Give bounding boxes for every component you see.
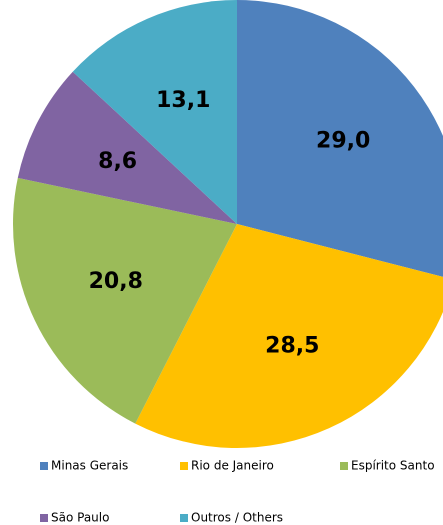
value-label: 28,5 — [265, 333, 319, 358]
value-label: 29,0 — [316, 129, 370, 154]
pie-slice — [237, 0, 443, 277]
value-label: 8,6 — [98, 149, 137, 174]
pie-slice — [17, 71, 237, 224]
legend-swatch — [180, 514, 188, 522]
legend-label: São Paulo — [51, 511, 109, 525]
legend-swatch — [40, 462, 48, 470]
value-label: 13,1 — [156, 88, 210, 113]
pie-slice — [135, 224, 443, 448]
legend-label: Outros / Others — [191, 511, 283, 525]
legend-swatch — [40, 514, 48, 522]
pie-slice — [13, 177, 238, 424]
legend-label: Minas Gerais — [51, 459, 128, 473]
legend-swatch — [340, 462, 348, 470]
value-label: 20,8 — [89, 269, 143, 294]
legend-label: Rio de Janeiro — [191, 459, 274, 473]
legend-swatch — [180, 462, 188, 470]
legend-label: Espírito Santo — [351, 459, 435, 473]
pie-slice — [72, 0, 238, 224]
